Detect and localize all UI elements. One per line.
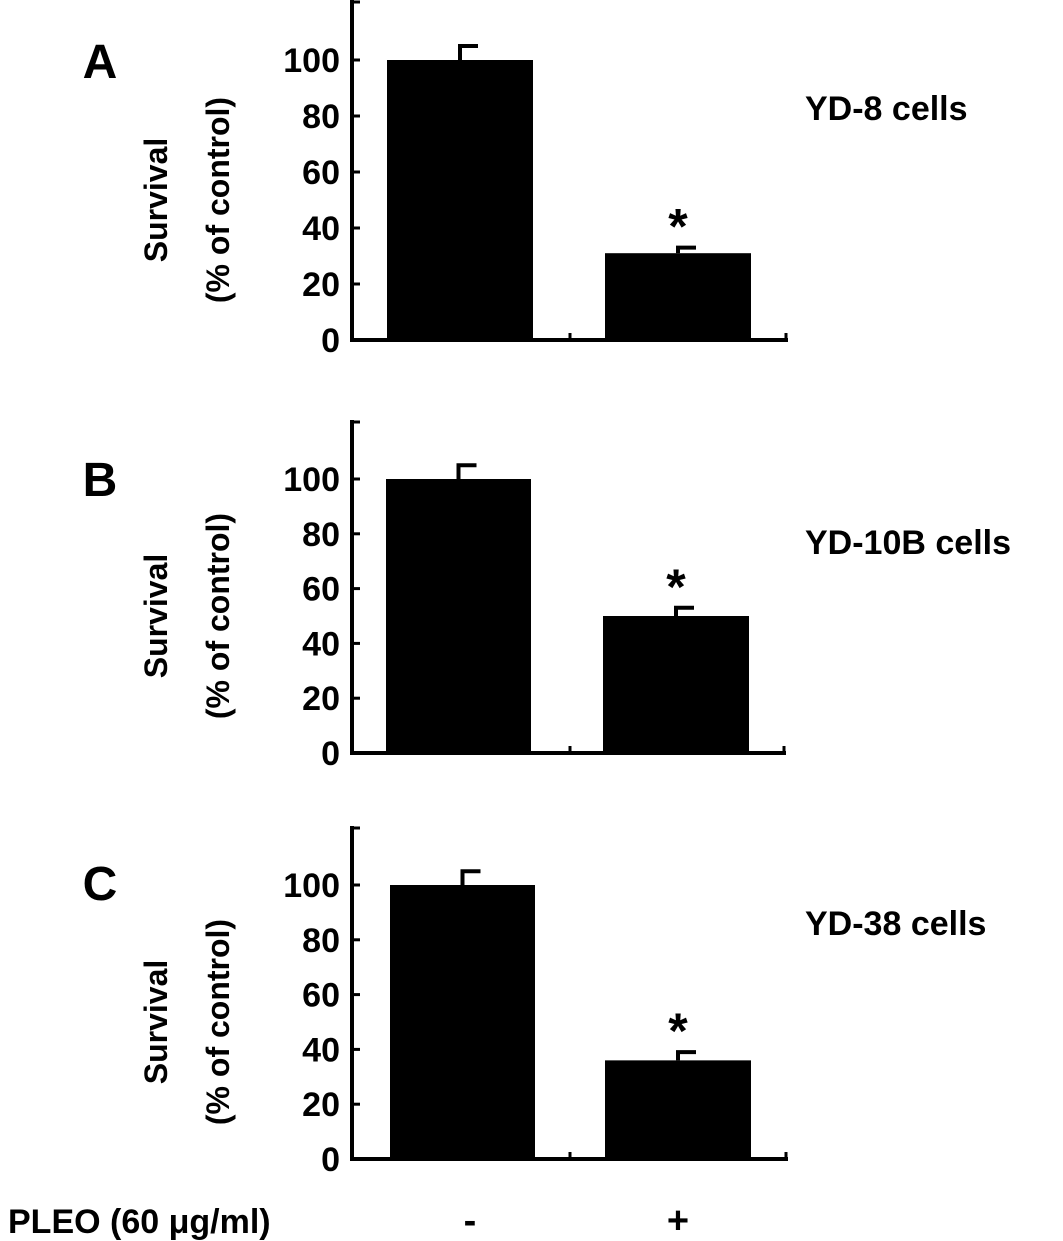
- panels: 0 20 40 60 80 100 Survival (% of control) A YD-8 …: [83, 0, 1011, 1179]
- treatment-label: PLEO (60 μg/ml): [8, 1203, 271, 1241]
- y-axis-label-units: (% of control): [200, 97, 236, 303]
- y-tick-label: 80: [302, 516, 340, 554]
- y-tick-label: 40: [302, 1031, 340, 1069]
- y-tick-label: 40: [302, 210, 340, 248]
- treatment-level-minus: -: [464, 1200, 477, 1241]
- y-tick-label: 0: [321, 735, 340, 773]
- significance-marker: *: [668, 199, 688, 255]
- panel-letter: C: [83, 858, 118, 911]
- significance-marker: *: [668, 1003, 688, 1059]
- y-tick-label: 20: [302, 266, 340, 304]
- cell-line-label: YD-8 cells: [805, 90, 968, 128]
- bar: [605, 253, 751, 340]
- y-tick-label: 0: [321, 1141, 340, 1179]
- bar: [387, 60, 533, 340]
- chart-panel-b: 0 20 40 60 80 100 Survival (% of control) B YD-10…: [83, 420, 1011, 773]
- y-tick-label: 60: [302, 571, 340, 609]
- significance-marker: *: [666, 559, 686, 615]
- y-axis-label: Survival: [138, 138, 174, 263]
- y-tick-label: 40: [302, 625, 340, 663]
- cell-line-label: YD-10B cells: [805, 524, 1011, 562]
- cell-line-label: YD-38 cells: [805, 905, 986, 943]
- y-tick-label: 20: [302, 1086, 340, 1124]
- panel-letter: B: [83, 454, 118, 507]
- y-tick-label: 80: [302, 98, 340, 136]
- bar: [390, 885, 535, 1159]
- bar: [605, 1060, 751, 1159]
- y-tick-label: 60: [302, 977, 340, 1015]
- y-tick-label: 100: [283, 867, 340, 905]
- y-tick-label: 0: [321, 322, 340, 360]
- bar: [386, 479, 531, 753]
- y-axis-label: Survival: [138, 554, 174, 679]
- x-axis-treatment-row: PLEO (60 μg/ml) - +: [8, 1200, 689, 1241]
- chart-panel-c: 0 20 40 60 80 100 Survival (% of control) C YD-38…: [83, 826, 986, 1179]
- treatment-level-plus: +: [667, 1200, 689, 1241]
- bar: [603, 616, 749, 753]
- y-tick-label: 100: [283, 461, 340, 499]
- y-tick-label: 80: [302, 922, 340, 960]
- y-tick-label: 60: [302, 154, 340, 192]
- y-tick-label: 20: [302, 680, 340, 718]
- y-axis-label-units: (% of control): [200, 513, 236, 719]
- y-axis-label: Survival: [138, 960, 174, 1085]
- y-axis-label-units: (% of control): [200, 919, 236, 1125]
- chart-panel-a: 0 20 40 60 80 100 Survival (% of control) A YD-8 …: [83, 0, 968, 360]
- y-tick-label: 100: [283, 42, 340, 80]
- panel-letter: A: [83, 36, 118, 89]
